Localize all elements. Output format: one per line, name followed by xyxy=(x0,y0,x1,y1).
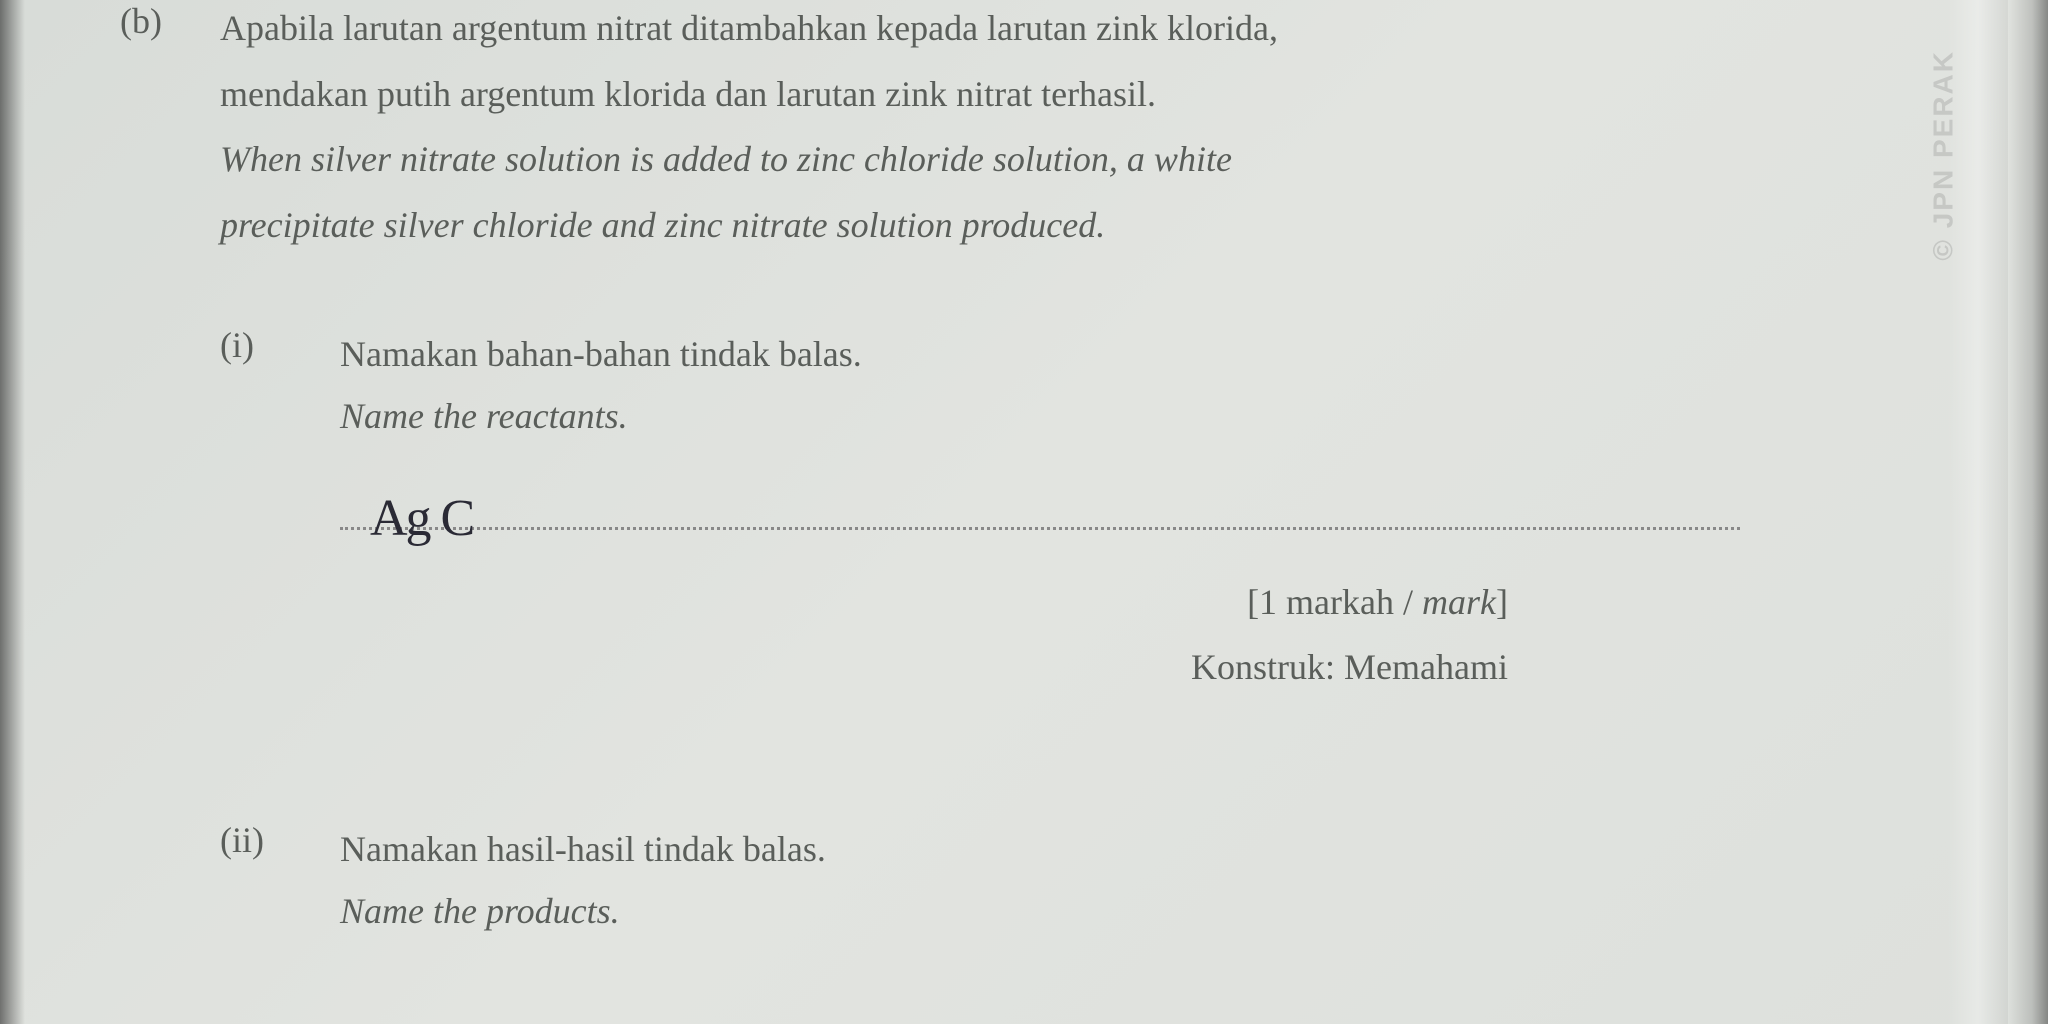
page-content: (b) Apabila larutan argentum nitrat dita… xyxy=(0,0,2048,942)
sub-i-text: Namakan bahan-bahan tindak balas. Name t… xyxy=(340,324,1928,446)
answer-line-i: Ag C xyxy=(340,527,1740,530)
sub-question-i: (i) Namakan bahan-bahan tindak balas. Na… xyxy=(220,324,1928,446)
sub-i-english: Name the reactants. xyxy=(340,386,1928,447)
sub-question-ii: (ii) Namakan hasil-hasil tindak balas. N… xyxy=(220,819,1928,941)
question-b-label: (b) xyxy=(120,0,220,58)
marks-close: ] xyxy=(1496,582,1508,622)
marks-info: [1 markah / mark] Konstruk: Memahami xyxy=(120,570,1508,700)
page-right-shadow xyxy=(2008,0,2048,1024)
marks-italic: mark xyxy=(1422,582,1496,622)
marks-line: [1 markah / mark] xyxy=(120,570,1508,635)
konstruk-line: Konstruk: Memahami xyxy=(120,635,1508,700)
spacer xyxy=(120,66,220,124)
question-b-row1: (b) Apabila larutan argentum nitrat dita… xyxy=(120,0,1928,58)
question-b-english-2: precipitate silver chloride and zinc nit… xyxy=(220,197,1928,255)
marks-text: [1 markah / xyxy=(1247,582,1422,622)
question-b-row2: mendakan putih argentum klorida dan laru… xyxy=(120,66,1928,124)
sub-i-malay: Namakan bahan-bahan tindak balas. xyxy=(340,324,1928,385)
dotted-answer-line xyxy=(340,527,1740,530)
page-left-shadow xyxy=(0,0,25,1024)
question-b-malay-1: Apabila larutan argentum nitrat ditambah… xyxy=(220,0,1928,58)
question-b-english-1: When silver nitrate solution is added to… xyxy=(220,131,1928,189)
sub-ii-malay: Namakan hasil-hasil tindak balas. xyxy=(340,819,1928,880)
spacer xyxy=(120,131,220,189)
sub-ii-text: Namakan hasil-hasil tindak balas. Name t… xyxy=(340,819,1928,941)
sub-ii-label: (ii) xyxy=(220,819,340,941)
watermark-text: © JPN PERAK xyxy=(1928,50,1960,261)
sub-i-label: (i) xyxy=(220,324,340,446)
question-b-malay-2: mendakan putih argentum klorida dan laru… xyxy=(220,66,1928,124)
question-b-row3: When silver nitrate solution is added to… xyxy=(120,131,1928,189)
question-b-row4: precipitate silver chloride and zinc nit… xyxy=(120,197,1928,255)
handwritten-answer: Ag C xyxy=(370,489,473,548)
spacer xyxy=(120,197,220,255)
sub-ii-english: Name the products. xyxy=(340,881,1928,942)
